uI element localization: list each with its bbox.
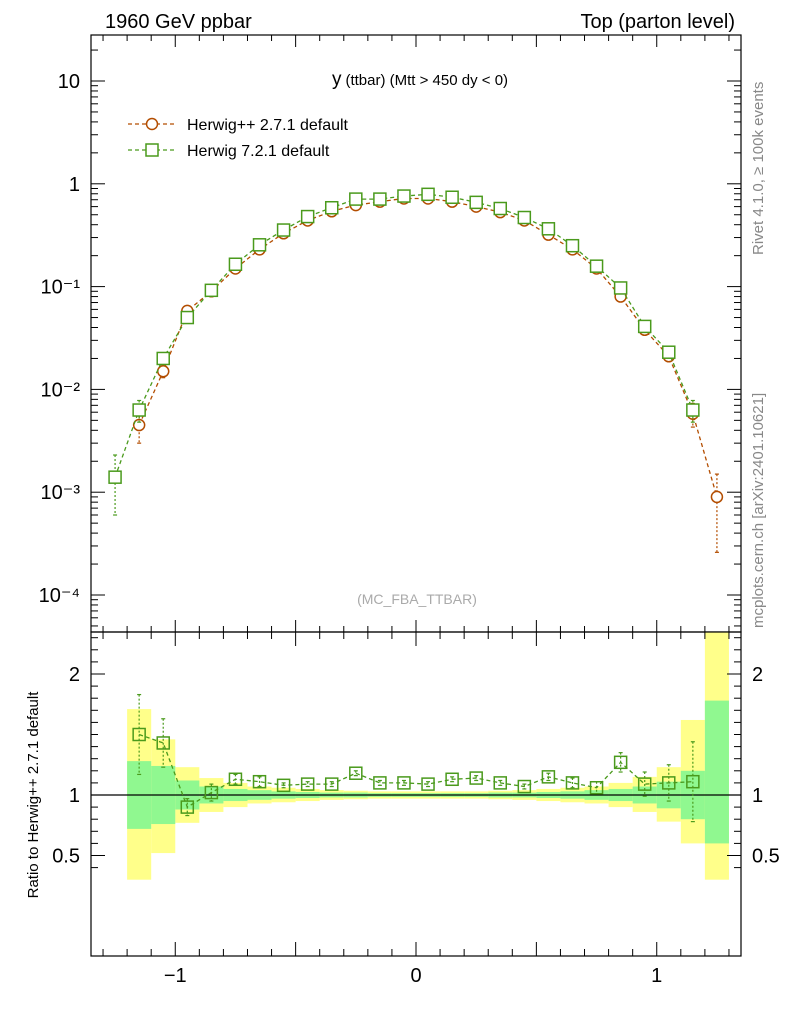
data-point [565, 238, 580, 253]
data-point [493, 201, 508, 216]
main-axis-ticks: 10 1 10⁻¹ 10⁻² 10⁻³ 10⁻⁴ [39, 35, 741, 632]
series-line [138, 197, 718, 498]
ratio-data-point [204, 785, 219, 800]
series-herwig7 [108, 187, 700, 516]
data-point [180, 310, 195, 325]
ratio-data-point [517, 779, 532, 794]
data-point [324, 200, 339, 215]
legend-label-herwig7: Herwig 7.2.1 default [187, 143, 330, 160]
analysis-watermark: (MC_FBA_TTBAR) [357, 591, 477, 607]
ratio-ytick-label: 0.5 [52, 846, 80, 868]
legend-entry-herwig7: Herwig 7.2.1 default [128, 143, 330, 160]
ratio-series-line [138, 733, 693, 809]
data-point [300, 209, 315, 224]
data-point [228, 257, 243, 271]
ratio-data-point [589, 780, 604, 795]
ratio-data-point [228, 772, 243, 787]
rivet-label: Rivet 4.1.0, ≥ 100k events [750, 82, 767, 255]
ratio-data-point [613, 755, 628, 770]
data-point [710, 490, 724, 504]
ratio-data-point [421, 777, 435, 791]
data-point [156, 365, 170, 378]
ratio-data-point [252, 774, 267, 789]
data-point [686, 403, 700, 417]
data-point [637, 319, 652, 334]
data-point [445, 190, 459, 204]
main-ytick-label: 10⁻¹ [41, 277, 81, 299]
data-point [108, 470, 122, 484]
ratio-ytick-label-right: 2 [752, 664, 763, 686]
legend-marker-herwig7 [145, 143, 159, 157]
legend-entry-herwigpp: Herwig++ 2.7.1 default [128, 117, 349, 134]
ratio-data-point [637, 777, 652, 791]
legend-label-herwigpp: Herwig++ 2.7.1 default [187, 117, 349, 134]
ratio-ytick-label: 1 [69, 785, 80, 807]
ratio-ytick-label-right: 1 [752, 785, 763, 807]
data-point [662, 345, 676, 359]
ratio-data-point [132, 727, 146, 742]
ratio-data-point [276, 778, 291, 793]
ratio-ytick-label: 2 [69, 664, 80, 686]
data-point [132, 418, 146, 432]
ratio-data-point [493, 776, 508, 790]
data-point [349, 192, 363, 206]
data-point [589, 259, 604, 273]
data-point [541, 222, 556, 236]
ratio-data-point [445, 772, 459, 787]
ratio-ylabel: Ratio to Herwig++ 2.7.1 default [25, 691, 42, 899]
main-ytick-label: 10 [58, 71, 80, 93]
ratio-data-point [686, 774, 700, 789]
ratio-xtick-label: 0 [410, 965, 421, 987]
data-point [421, 187, 435, 202]
data-point [397, 189, 411, 203]
data-point [252, 238, 267, 252]
main-title-sub: (ttbar) (Mtt > 450 dy < 0) [345, 72, 508, 89]
ratio-axis-ticks: 0.5 0.5 1 1 2 2 −1 0 1 [52, 632, 780, 987]
series-line [114, 193, 694, 478]
ratio-data-point [469, 771, 483, 785]
ratio-ytick-label-right: 0.5 [752, 846, 780, 868]
ratio-data-point [397, 776, 411, 790]
ratio-series-layer [132, 693, 700, 823]
main-series-layer [108, 187, 724, 553]
mcplots-label: mcplots.cern.ch [arXiv:2401.10621] [750, 393, 767, 628]
ratio-data-point [324, 777, 339, 791]
main-ytick-label: 10⁻³ [41, 482, 81, 504]
data-point [373, 192, 387, 206]
data-point [613, 281, 628, 295]
data-point [469, 195, 483, 210]
ratio-xtick-label: −1 [164, 965, 187, 987]
header-right: Top (parton level) [580, 11, 735, 33]
ratio-data-point [349, 766, 363, 780]
band-1sigma [704, 700, 729, 844]
ratio-series-herwig7 [132, 693, 700, 823]
ratio-data-point [300, 777, 315, 791]
series-herwigpp [132, 192, 724, 553]
ratio-bands-layer [127, 632, 729, 880]
legend: Herwig++ 2.7.1 default Herwig 7.2.1 defa… [128, 117, 349, 160]
ratio-xtick-label: 1 [651, 965, 662, 987]
main-title: y (ttbar) (Mtt > 450 dy < 0) [332, 69, 508, 90]
data-point [132, 403, 146, 417]
ratio-data-point [373, 776, 387, 790]
ratio-data-point [180, 800, 195, 814]
main-title-var: y [332, 69, 342, 90]
data-point [517, 210, 532, 225]
data-point [276, 223, 291, 237]
data-point [156, 351, 170, 366]
header-left: 1960 GeV ppbar [105, 11, 252, 33]
ratio-plot-frame [90, 631, 742, 957]
main-ytick-label: 10⁻² [41, 379, 81, 401]
ratio-data-point [662, 776, 676, 790]
data-point [204, 283, 219, 298]
ratio-data-point [565, 776, 580, 790]
legend-marker-herwigpp [145, 117, 159, 131]
ratio-data-point [541, 770, 556, 784]
ratio-data-point [156, 736, 170, 750]
main-ytick-label: 1 [69, 174, 80, 196]
main-ytick-label: 10⁻⁴ [39, 585, 80, 607]
